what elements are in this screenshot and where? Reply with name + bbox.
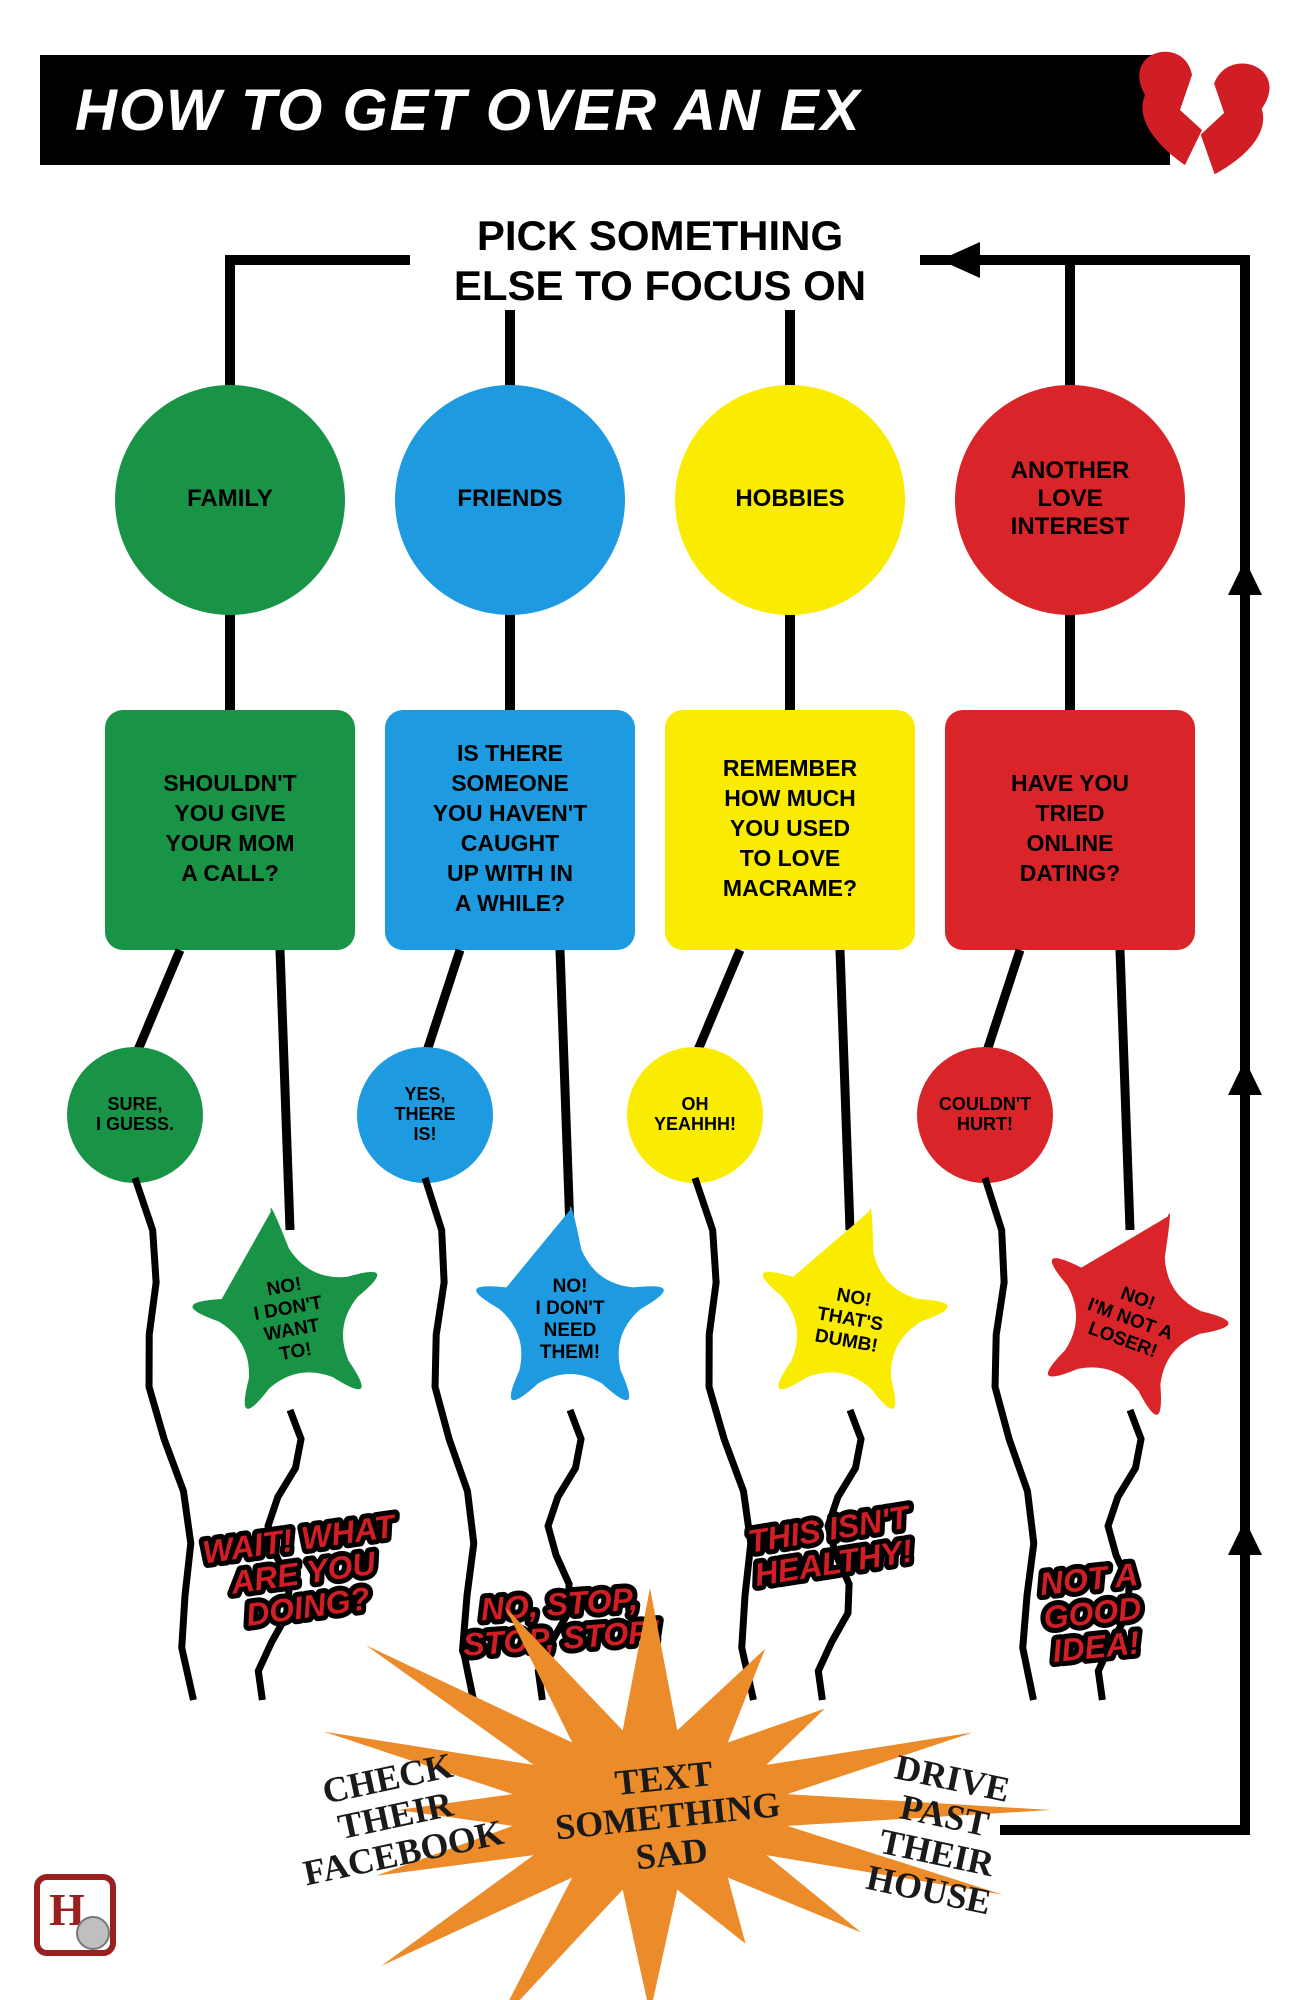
- subtitle-to-circles: [510, 310, 790, 390]
- no-splat-love: NO!I'M NOT ALOSER!: [1014, 1181, 1257, 1427]
- starburst: CHECKTHEIRFACEBOOKTEXTSOMETHINGSADDRIVEP…: [284, 1588, 1051, 2000]
- warn-family: WAIT! WHATARE YOUDOING?: [200, 1508, 408, 1638]
- broken-heart-icon: [1139, 52, 1272, 179]
- subtitle-line1: PICK SOMETHING: [477, 212, 843, 259]
- logo-badge: H: [37, 1877, 113, 1953]
- svg-text:DRIVEPASTTHEIRHOUSE: DRIVEPASTTHEIRHOUSE: [863, 1746, 1018, 1923]
- column-family: FAMILYSHOULDN'TYOU GIVEYOUR MOMA CALL?SU…: [67, 385, 408, 1700]
- warn-love: NOT AGOODIDEA!: [1038, 1556, 1147, 1670]
- column-friends: FRIENDSIS THERESOMEONEYOU HAVEN'TCAUGHTU…: [357, 385, 664, 1700]
- no-splat-friends: NO!I DON'TNEEDTHEM!: [476, 1206, 664, 1400]
- column-hobbies: HOBBIES REMEMBERHOW MUCHYOU USEDTO LOVEMA…: [627, 385, 962, 1700]
- flowchart-canvas: PICK SOMETHING ELSE TO FOCUS ON FAMILYSH…: [0, 0, 1300, 2000]
- burst-label-2: DRIVEPASTTHEIRHOUSE: [863, 1746, 1018, 1923]
- svg-text:FRIENDS: FRIENDS: [457, 485, 562, 512]
- warn-hobbies: THIS ISN'THEALTHY!: [745, 1498, 919, 1593]
- svg-text:HOBBIES: HOBBIES: [735, 485, 844, 512]
- subtitle-line2: ELSE TO FOCUS ON: [454, 262, 866, 309]
- warn-friends: NO, STOP,STOP, STOP!: [460, 1579, 662, 1663]
- svg-text:FAMILY: FAMILY: [187, 485, 273, 512]
- column-love: ANOTHERLOVEINTERESTHAVE YOUTRIEDONLINEDA…: [917, 385, 1257, 1700]
- infographic-page: HOW TO GET OVER AN EX PICK SOMETHING ELS…: [0, 0, 1300, 2000]
- svg-text:SURE,I GUESS.: SURE,I GUESS.: [96, 1094, 174, 1134]
- svg-text:REMEMBERHOW MUCHYOU USEDTO LOV: REMEMBERHOW MUCHYOU USEDTO LOVEMACRAME?: [723, 755, 858, 901]
